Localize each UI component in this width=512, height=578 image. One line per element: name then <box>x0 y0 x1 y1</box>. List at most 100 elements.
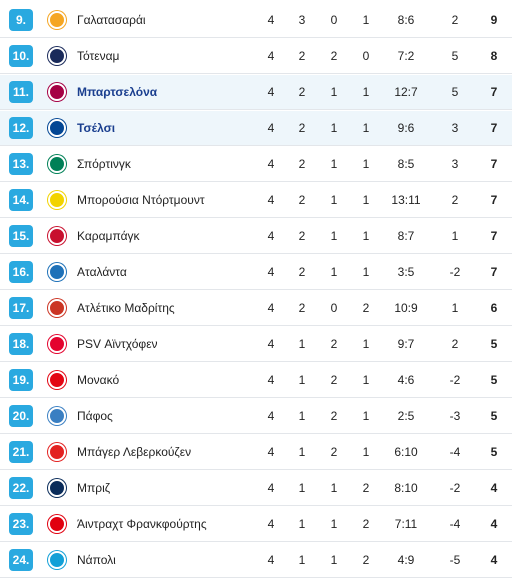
team-name-link[interactable]: Τότεναμ <box>77 49 120 63</box>
team-name-link[interactable]: Γαλατασαράι <box>77 13 146 27</box>
goals-cell: 9:7 <box>397 337 415 351</box>
position-badge: 10. <box>9 45 33 67</box>
position-badge: 13. <box>9 153 33 175</box>
points-cell: 8 <box>490 49 498 63</box>
team-name-link[interactable]: Πάφος <box>77 409 113 423</box>
goals-cell: 4:6 <box>397 373 415 387</box>
team-name-link[interactable]: Καραμπάγκ <box>77 229 140 243</box>
losses-cell: 0 <box>362 49 370 63</box>
goals-cell: 2:5 <box>397 409 415 423</box>
played-cell: 4 <box>267 409 275 423</box>
table-row[interactable]: 19. Μονακό 4 1 2 1 4:6 -2 5 <box>0 363 512 398</box>
position-badge: 20. <box>9 405 33 427</box>
table-row[interactable]: 16. Αταλάντα 4 2 1 1 3:5 -2 7 <box>0 255 512 290</box>
goals-cell: 8:7 <box>397 229 415 243</box>
played-cell: 4 <box>267 13 275 27</box>
table-row[interactable]: 12. Τσέλσι 4 2 1 1 9:6 3 7 <box>0 111 512 146</box>
team-name-link[interactable]: Μπριζ <box>77 481 111 495</box>
points-cell: 7 <box>490 265 498 279</box>
galatasaray-crest-icon <box>48 11 66 29</box>
position-badge: 12. <box>9 117 33 139</box>
team-name-link[interactable]: Σπόρτινγκ <box>77 157 131 171</box>
wins-cell: 2 <box>298 49 306 63</box>
goal-diff-cell: -2 <box>449 265 461 279</box>
team-name-link[interactable]: PSV Αϊντχόφεν <box>77 337 158 351</box>
wins-cell: 2 <box>298 301 306 315</box>
wins-cell: 2 <box>298 229 306 243</box>
goal-diff-cell: 2 <box>451 13 459 27</box>
played-cell: 4 <box>267 121 275 135</box>
team-name-link[interactable]: Μπορούσια Ντόρτμουντ <box>77 193 205 207</box>
table-row[interactable]: 18. PSV Αϊντχόφεν 4 1 2 1 9:7 2 5 <box>0 327 512 362</box>
team-name-link[interactable]: Μπάγερ Λεβερκούζεν <box>77 445 192 459</box>
table-row[interactable]: 17. Ατλέτικο Μαδρίτης 4 2 0 2 10:9 1 6 <box>0 291 512 326</box>
wins-cell: 2 <box>298 193 306 207</box>
losses-cell: 2 <box>362 553 370 567</box>
atalanta-crest-icon <box>48 263 66 281</box>
losses-cell: 2 <box>362 481 370 495</box>
goal-diff-cell: 1 <box>451 229 459 243</box>
points-cell: 4 <box>490 517 498 531</box>
frankfurt-crest-icon <box>48 515 66 533</box>
draws-cell: 2 <box>330 337 338 351</box>
table-row[interactable]: 22. Μπριζ 4 1 1 2 8:10 -2 4 <box>0 471 512 506</box>
position-badge: 18. <box>9 333 33 355</box>
played-cell: 4 <box>267 265 275 279</box>
losses-cell: 1 <box>362 157 370 171</box>
goal-diff-cell: -4 <box>449 445 461 459</box>
team-name-link[interactable]: Αταλάντα <box>77 265 127 279</box>
draws-cell: 1 <box>330 481 338 495</box>
table-row[interactable]: 13. Σπόρτινγκ 4 2 1 1 8:5 3 7 <box>0 147 512 182</box>
table-row[interactable]: 10. Τότεναμ 4 2 2 0 7:2 5 8 <box>0 39 512 74</box>
draws-cell: 2 <box>330 409 338 423</box>
played-cell: 4 <box>267 229 275 243</box>
table-row[interactable]: 9. Γαλατασαράι 4 3 0 1 8:6 2 9 <box>0 3 512 38</box>
goals-cell: 6:10 <box>394 445 418 459</box>
played-cell: 4 <box>267 337 275 351</box>
wins-cell: 1 <box>298 481 306 495</box>
draws-cell: 1 <box>330 517 338 531</box>
position-badge: 22. <box>9 477 33 499</box>
draws-cell: 1 <box>330 193 338 207</box>
goal-diff-cell: 3 <box>451 157 459 171</box>
draws-cell: 2 <box>330 373 338 387</box>
team-name-link[interactable]: Τσέλσι <box>77 121 116 135</box>
table-row[interactable]: 14. Μπορούσια Ντόρτμουντ 4 2 1 1 13:11 2 7 <box>0 183 512 218</box>
losses-cell: 1 <box>362 409 370 423</box>
table-row[interactable]: 15. Καραμπάγκ 4 2 1 1 8:7 1 7 <box>0 219 512 254</box>
wins-cell: 1 <box>298 337 306 351</box>
team-name-link[interactable]: Άιντραχτ Φρανκφούρτης <box>77 517 207 531</box>
table-row[interactable]: 23. Άιντραχτ Φρανκφούρτης 4 1 1 2 7:11 -4 4 <box>0 507 512 542</box>
table-row[interactable]: 11. Μπαρτσελόνα 4 2 1 1 12:7 5 7 <box>0 75 512 110</box>
goals-cell: 7:2 <box>397 49 415 63</box>
wins-cell: 1 <box>298 445 306 459</box>
position-badge: 9. <box>9 9 33 31</box>
played-cell: 4 <box>267 373 275 387</box>
points-cell: 4 <box>490 553 498 567</box>
team-name-link[interactable]: Ατλέτικο Μαδρίτης <box>77 301 175 315</box>
goals-cell: 12:7 <box>394 85 418 99</box>
points-cell: 9 <box>490 13 498 27</box>
goals-cell: 8:5 <box>397 157 415 171</box>
team-name-link[interactable]: Μπαρτσελόνα <box>77 85 158 99</box>
played-cell: 4 <box>267 301 275 315</box>
losses-cell: 1 <box>362 337 370 351</box>
table-row[interactable]: 24. Νάπολι 4 1 1 2 4:9 -5 4 <box>0 543 512 578</box>
wins-cell: 2 <box>298 121 306 135</box>
losses-cell: 1 <box>362 229 370 243</box>
played-cell: 4 <box>267 553 275 567</box>
wins-cell: 3 <box>298 13 306 27</box>
dortmund-crest-icon <box>48 191 66 209</box>
table-row[interactable]: 20. Πάφος 4 1 2 1 2:5 -3 5 <box>0 399 512 434</box>
losses-cell: 1 <box>362 85 370 99</box>
points-cell: 6 <box>490 301 498 315</box>
team-name-link[interactable]: Μονακό <box>77 373 120 387</box>
wins-cell: 2 <box>298 265 306 279</box>
played-cell: 4 <box>267 49 275 63</box>
table-row[interactable]: 21. Μπάγερ Λεβερκούζεν 4 1 2 1 6:10 -4 5 <box>0 435 512 470</box>
points-cell: 5 <box>490 373 498 387</box>
team-name-link[interactable]: Νάπολι <box>77 553 116 567</box>
goal-diff-cell: -2 <box>449 373 461 387</box>
draws-cell: 2 <box>330 445 338 459</box>
